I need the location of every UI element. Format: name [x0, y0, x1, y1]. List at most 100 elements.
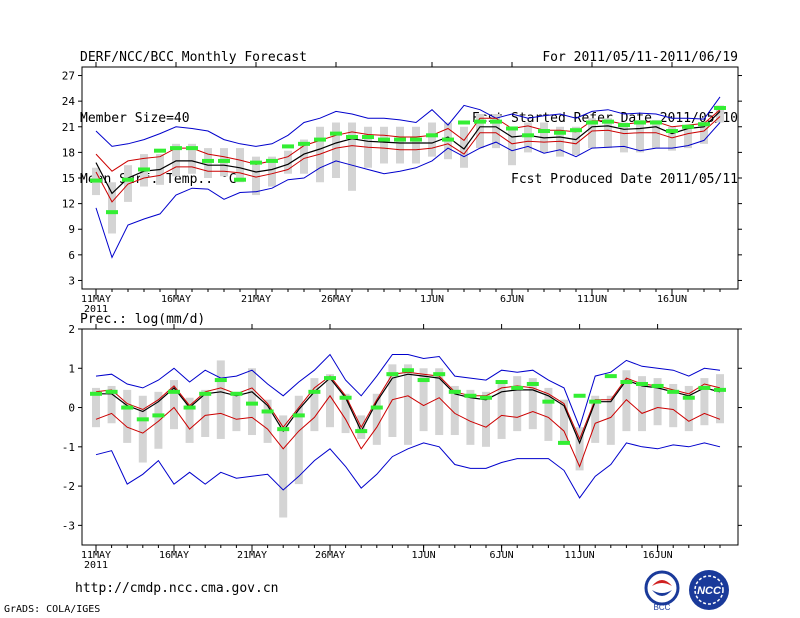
- precipitation-spread-box: [638, 376, 646, 432]
- temperature-observed-marker: [442, 137, 454, 142]
- temperature-observed-marker: [522, 133, 534, 138]
- precipitation-spread-box: [92, 387, 100, 428]
- temperature-observed-marker: [250, 160, 262, 165]
- temperature-ytick-label: 24: [62, 95, 76, 108]
- precipitation-spread-box: [170, 380, 178, 430]
- temperature-spread-box: [284, 150, 292, 174]
- precipitation-observed-marker: [433, 372, 446, 377]
- bcc-logo-swirl-bottom: [652, 590, 672, 596]
- temperature-observed-marker: [698, 122, 710, 127]
- precipitation-observed-marker: [355, 429, 368, 434]
- precipitation-xtick-label: 1JUN: [412, 550, 436, 561]
- temperature-xtick-year: 2011: [84, 304, 108, 315]
- temperature-xtick-label: 21MAY: [241, 294, 271, 305]
- precipitation-observed-marker: [324, 376, 336, 381]
- precipitation-observed-marker: [480, 395, 492, 400]
- precipitation-observed-marker: [308, 389, 321, 394]
- temperature-observed-marker: [106, 210, 118, 215]
- precipitation-spread-box: [669, 383, 678, 428]
- temperature-spread-box: [572, 126, 580, 155]
- temperature-observed-marker: [634, 120, 646, 125]
- temperature-mean-line: [95, 110, 721, 195]
- temperature-spread-box: [476, 113, 484, 149]
- precipitation-xtick-label: 16MAY: [159, 550, 189, 561]
- temperature-spread-box: [412, 126, 420, 164]
- temperature-observed-marker: [714, 105, 726, 110]
- precipitation-observed-marker: [651, 383, 664, 388]
- precipitation-spread-box: [310, 378, 319, 432]
- precipitation-observed-marker: [417, 378, 430, 383]
- precipitation-observed-marker: [558, 440, 570, 445]
- precipitation-observed-marker: [292, 413, 305, 418]
- temperature-observed-marker: [346, 135, 358, 140]
- temperature-xtick-label: 11JUN: [577, 294, 607, 305]
- precipitation-xtick-label: 11MAY: [81, 550, 111, 561]
- precipitation-spread-box: [341, 393, 350, 434]
- precipitation-xtick-year: 2011: [84, 560, 108, 571]
- precipitation-observed-marker: [277, 427, 290, 432]
- temperature-spread-box: [508, 126, 516, 166]
- precipitation-observed-marker: [136, 417, 149, 422]
- precipitation-spread-box: [700, 378, 709, 426]
- precipitation-observed-marker: [183, 405, 196, 410]
- precipitation-xtick-label: 11JUN: [565, 550, 595, 561]
- precipitation-spread-box: [263, 399, 272, 443]
- precipitation-spread-box: [294, 395, 303, 485]
- temperature-observed-marker: [218, 158, 230, 163]
- temperature-ytick-label: 21: [62, 121, 75, 134]
- temperature-observed-marker: [282, 144, 294, 149]
- precipitation-max-line: [95, 353, 721, 429]
- precipitation-observed-marker: [370, 405, 383, 410]
- chart-title: DERF/NCC/BCC Monthly Forecast: [80, 50, 307, 65]
- temperature-observed-marker: [426, 133, 438, 138]
- temperature-ytick-label: 12: [62, 198, 75, 211]
- temperature-ytick-label: 15: [62, 172, 75, 185]
- precipitation-observed-marker: [168, 389, 180, 394]
- temperature-xtick-label: 1JUN: [420, 294, 444, 305]
- temperature-spread-box: [668, 126, 676, 151]
- precipitation-spread-box: [513, 376, 522, 432]
- temperature-ytick-label: 6: [68, 249, 75, 262]
- temperature-spread-box: [204, 148, 212, 178]
- source-url[interactable]: http://cmdp.ncc.cma.gov.cn: [75, 581, 279, 596]
- temperature-observed-marker: [90, 178, 102, 183]
- temperature-xtick-label: 16MAY: [161, 294, 191, 305]
- temperature-observed-marker: [330, 131, 342, 136]
- temperature-observed-marker: [234, 177, 246, 182]
- precipitation-spread-box: [326, 374, 334, 428]
- ncc-logo-text: NCC: [697, 585, 722, 597]
- precipitation-observed-marker: [714, 387, 726, 392]
- precipitation-observed-marker: [199, 391, 212, 396]
- precipitation-observed-marker: [230, 391, 243, 396]
- precipitation-spread-box: [575, 427, 584, 471]
- precipitation-ytick-label: 0: [68, 402, 75, 415]
- precipitation-mean-line: [96, 373, 721, 445]
- temperature-spread-box: [620, 122, 628, 153]
- temperature-spread-box: [188, 143, 196, 174]
- bcc-logo-swirl-top: [652, 580, 672, 586]
- precipitation-spread-box: [435, 368, 444, 436]
- temperature-observed-marker: [570, 128, 582, 133]
- temperature-observed-marker: [378, 137, 390, 142]
- member-size: Member Size=40: [80, 111, 190, 126]
- precipitation-spread-box: [497, 382, 506, 439]
- temperature-spread-box: [460, 126, 468, 168]
- temperature-observed-marker: [618, 123, 630, 128]
- temperature-spread-box: [636, 119, 644, 153]
- precipitation-observed-marker: [152, 413, 165, 418]
- precipitation-spread-box: [482, 391, 490, 447]
- ncc-logo: NCC: [689, 570, 729, 610]
- precipitation-ytick-label: -1: [62, 441, 75, 454]
- temperature-observed-marker: [394, 137, 406, 142]
- temperature-spread-box: [428, 122, 436, 157]
- precipitation-ytick-label: -3: [62, 519, 75, 532]
- temperature-max-line: [95, 96, 721, 147]
- temperature-observed-marker: [538, 129, 550, 134]
- precipitation-spread-box: [279, 415, 288, 518]
- precipitation-observed-marker: [246, 401, 258, 406]
- precipitation-spread-box: [185, 397, 194, 443]
- temperature-observed-marker: [458, 120, 470, 125]
- temperature-spread-box: [380, 126, 388, 164]
- temperature-observed-marker: [122, 177, 134, 182]
- temperature-spread-box: [252, 156, 260, 196]
